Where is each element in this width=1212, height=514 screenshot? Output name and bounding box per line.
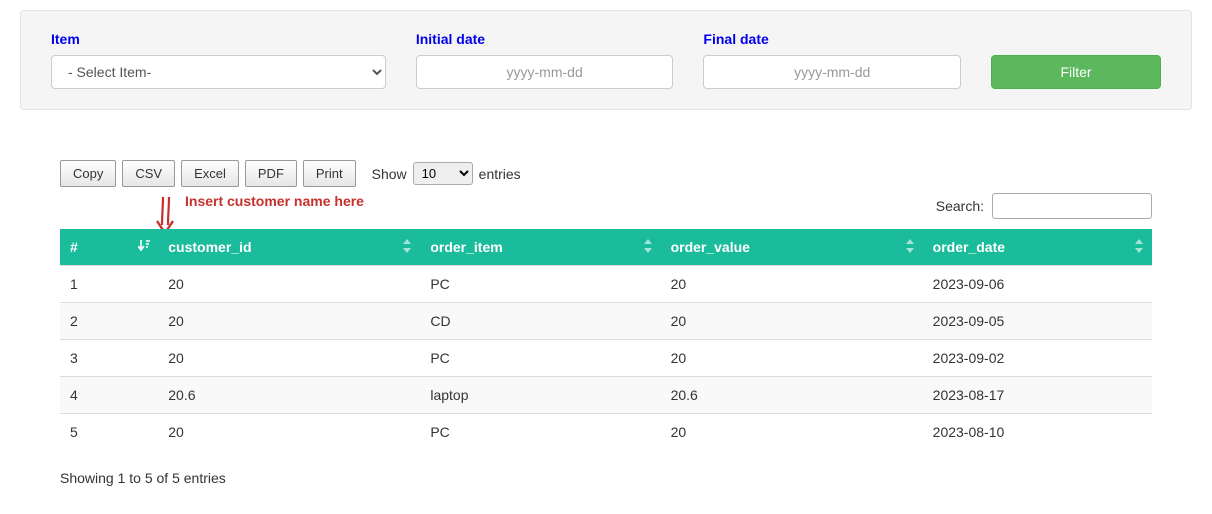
filter-final-date-label: Final date — [703, 31, 961, 47]
table-cell: 20 — [661, 414, 923, 451]
page-size-control: Show 10 entries — [372, 162, 521, 185]
table-cell: 4 — [60, 377, 158, 414]
table-cell: 20 — [661, 340, 923, 377]
orders-table: # customer_id order_item order_value order_d… — [60, 229, 1152, 450]
table-cell: 2 — [60, 303, 158, 340]
filter-final-date-group: Final date — [703, 31, 961, 89]
table-cell: 20 — [158, 266, 420, 303]
filter-panel: Item - Select Item- Initial date Final d… — [20, 10, 1192, 110]
final-date-input[interactable] — [703, 55, 961, 89]
table-row: 420.6laptop20.62023-08-17 — [60, 377, 1152, 414]
column-label: customer_id — [168, 239, 251, 255]
filter-item-group: Item - Select Item- — [51, 31, 386, 89]
table-row: 220CD202023-09-05 — [60, 303, 1152, 340]
export-toolbar: Copy CSV Excel PDF Print Show 10 entries — [60, 160, 1152, 187]
column-header-ordervalue[interactable]: order_value — [661, 229, 923, 266]
table-cell: PC — [420, 414, 660, 451]
table-cell: PC — [420, 340, 660, 377]
pdf-button[interactable]: PDF — [245, 160, 297, 187]
page-size-select[interactable]: 10 — [413, 162, 473, 185]
sort-icon — [643, 239, 653, 255]
filter-button[interactable]: Filter — [991, 55, 1161, 89]
table-cell: 5 — [60, 414, 158, 451]
table-cell: PC — [420, 266, 660, 303]
table-row: 520PC202023-08-10 — [60, 414, 1152, 451]
table-info: Showing 1 to 5 of 5 entries — [60, 470, 1152, 486]
table-row: 320PC202023-09-02 — [60, 340, 1152, 377]
sort-icon — [1134, 239, 1144, 255]
table-header: # customer_id order_item order_value order_d… — [60, 229, 1152, 266]
table-cell: 2023-09-06 — [923, 266, 1152, 303]
column-label: order_value — [671, 239, 750, 255]
table-cell: 20 — [158, 340, 420, 377]
sort-icon — [905, 239, 915, 255]
table-cell: laptop — [420, 377, 660, 414]
table-cell: 20.6 — [661, 377, 923, 414]
table-row: 120PC202023-09-06 — [60, 266, 1152, 303]
column-label: order_date — [933, 239, 1005, 255]
table-cell: 20.6 — [158, 377, 420, 414]
content-area: Copy CSV Excel PDF Print Show 10 entries… — [0, 160, 1212, 486]
entries-label: entries — [479, 166, 521, 182]
column-label: order_item — [430, 239, 502, 255]
table-cell: 20 — [158, 303, 420, 340]
table-cell: 2023-08-17 — [923, 377, 1152, 414]
item-select[interactable]: - Select Item- — [51, 55, 386, 89]
table-cell: 2023-09-02 — [923, 340, 1152, 377]
table-cell: 20 — [158, 414, 420, 451]
csv-button[interactable]: CSV — [122, 160, 175, 187]
table-cell: 20 — [661, 266, 923, 303]
column-header-[interactable]: # — [60, 229, 158, 266]
table-cell: 2023-09-05 — [923, 303, 1152, 340]
sort-icon — [402, 239, 412, 255]
annotation: Insert customer name here — [185, 193, 1152, 209]
table-cell: 1 — [60, 266, 158, 303]
copy-button[interactable]: Copy — [60, 160, 116, 187]
annotation-text: Insert customer name here — [185, 193, 364, 209]
filter-item-label: Item — [51, 31, 386, 47]
table-cell: 20 — [661, 303, 923, 340]
column-header-orderitem[interactable]: order_item — [420, 229, 660, 266]
show-label: Show — [372, 166, 407, 182]
initial-date-input[interactable] — [416, 55, 674, 89]
print-button[interactable]: Print — [303, 160, 356, 187]
table-body: 120PC202023-09-06220CD202023-09-05320PC2… — [60, 266, 1152, 451]
column-label: # — [70, 239, 78, 255]
table-cell: 2023-08-10 — [923, 414, 1152, 451]
table-cell: CD — [420, 303, 660, 340]
filter-initial-date-group: Initial date — [416, 31, 674, 89]
sort-desc-icon — [138, 239, 150, 255]
filter-initial-date-label: Initial date — [416, 31, 674, 47]
table-cell: 3 — [60, 340, 158, 377]
column-header-customerid[interactable]: customer_id — [158, 229, 420, 266]
excel-button[interactable]: Excel — [181, 160, 239, 187]
filter-button-group: Filter — [991, 55, 1161, 89]
column-header-orderdate[interactable]: order_date — [923, 229, 1152, 266]
